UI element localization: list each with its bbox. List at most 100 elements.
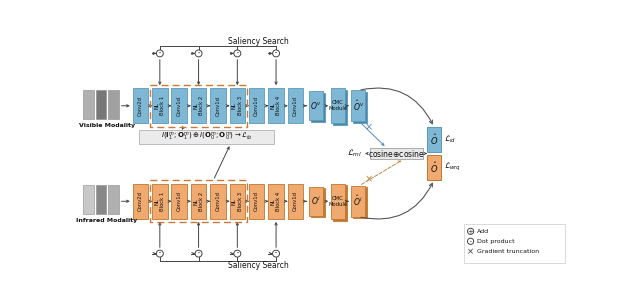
Text: $\mathcal{L}_{wrq}$: $\mathcal{L}_{wrq}$ xyxy=(444,161,461,173)
Text: NL
Block 3: NL Block 3 xyxy=(232,192,243,211)
Text: +: + xyxy=(468,229,474,235)
Bar xyxy=(309,187,323,216)
Text: NL
Block 3: NL Block 3 xyxy=(232,96,243,115)
Bar xyxy=(108,90,119,119)
Text: Dot product: Dot product xyxy=(477,239,515,244)
Circle shape xyxy=(234,250,241,257)
Text: $\mathcal{L}_{id}$: $\mathcal{L}_{id}$ xyxy=(444,134,456,145)
Text: Conv1d: Conv1d xyxy=(254,96,259,116)
Text: NL
Block 2: NL Block 2 xyxy=(193,192,204,211)
Bar xyxy=(191,88,206,123)
Bar xyxy=(333,185,347,220)
Text: $O^i$: $O^i$ xyxy=(311,195,321,207)
Bar xyxy=(428,155,441,180)
Circle shape xyxy=(195,250,202,257)
Bar xyxy=(249,184,264,219)
Bar xyxy=(333,90,347,125)
Bar xyxy=(370,148,422,159)
Bar xyxy=(288,88,303,123)
Bar xyxy=(132,184,148,219)
Text: ×: × xyxy=(364,175,372,185)
Bar xyxy=(268,88,284,123)
Bar xyxy=(311,188,325,217)
Bar xyxy=(152,184,168,219)
Text: ·: · xyxy=(274,47,278,60)
Circle shape xyxy=(195,50,202,57)
Text: Gradient truncation: Gradient truncation xyxy=(477,249,539,254)
Text: $I(\mathbf{I}_1^m;\mathbf{O}_1^m)\oplus I(\mathbf{O}_0^m;\mathbf{O}_0^m)\rightar: $I(\mathbf{I}_1^m;\mathbf{O}_1^m)\oplus … xyxy=(161,131,252,143)
Bar xyxy=(268,184,284,219)
Text: Conv1d: Conv1d xyxy=(293,96,298,116)
Circle shape xyxy=(467,228,474,234)
Text: NL
Block 4: NL Block 4 xyxy=(271,192,282,211)
Text: $\hat{O}$: $\hat{O}$ xyxy=(430,160,438,175)
Bar xyxy=(108,185,119,214)
Text: ·: · xyxy=(236,47,239,60)
Bar xyxy=(150,85,248,126)
Text: Saliency Search: Saliency Search xyxy=(228,261,289,270)
Text: ·: · xyxy=(274,247,278,261)
Text: ·: · xyxy=(158,247,162,261)
Text: Conv1d: Conv1d xyxy=(177,96,182,116)
Bar xyxy=(172,184,187,219)
Bar xyxy=(353,92,367,123)
Circle shape xyxy=(234,50,241,57)
Text: Conv1d: Conv1d xyxy=(177,191,182,211)
Text: Conv2d: Conv2d xyxy=(138,96,143,116)
Bar xyxy=(150,181,248,222)
Bar xyxy=(249,88,264,123)
Text: NL
Block 4: NL Block 4 xyxy=(271,96,282,116)
FancyArrowPatch shape xyxy=(361,183,433,219)
Circle shape xyxy=(273,250,280,257)
Bar xyxy=(210,184,226,219)
Text: Add: Add xyxy=(477,229,489,234)
Circle shape xyxy=(156,250,163,257)
Bar xyxy=(210,88,226,123)
Bar xyxy=(152,88,168,123)
Text: Infrared Modality: Infrared Modality xyxy=(77,218,138,223)
Bar xyxy=(230,184,245,219)
Bar xyxy=(465,224,565,263)
Text: CMC
Module: CMC Module xyxy=(328,196,348,207)
Bar xyxy=(311,93,325,122)
Text: ·: · xyxy=(196,247,200,261)
Text: $\hat{O}^v$: $\hat{O}^v$ xyxy=(353,98,364,113)
Circle shape xyxy=(467,238,474,244)
Text: Conv2d: Conv2d xyxy=(138,191,143,211)
Bar xyxy=(83,90,94,119)
Text: $\mathcal{L}_{ml}$: $\mathcal{L}_{ml}$ xyxy=(347,148,362,159)
Text: Conv1d: Conv1d xyxy=(216,191,220,211)
Bar xyxy=(95,185,106,214)
Text: Visible Modality: Visible Modality xyxy=(79,123,135,128)
Text: ×: × xyxy=(467,247,474,256)
Bar xyxy=(132,88,148,123)
Text: NL
Block 1: NL Block 1 xyxy=(154,96,165,116)
Text: ·: · xyxy=(196,47,200,60)
Text: $O^v$: $O^v$ xyxy=(310,100,323,111)
Text: Conv1d: Conv1d xyxy=(254,191,259,211)
Text: Saliency Search: Saliency Search xyxy=(228,37,289,47)
Text: ·: · xyxy=(236,247,239,261)
Bar xyxy=(351,186,365,217)
Text: $\hat{O}^i$: $\hat{O}^i$ xyxy=(353,194,363,209)
FancyArrowPatch shape xyxy=(361,88,433,124)
Bar xyxy=(191,184,206,219)
Bar xyxy=(309,91,323,120)
Text: ·: · xyxy=(158,47,162,60)
Circle shape xyxy=(156,50,163,57)
Bar xyxy=(172,88,187,123)
Bar xyxy=(331,184,345,219)
Text: NL
Block 2: NL Block 2 xyxy=(193,96,204,116)
Bar xyxy=(428,127,441,152)
Text: ·: · xyxy=(468,237,472,247)
Bar xyxy=(230,88,245,123)
Bar xyxy=(95,90,106,119)
Bar xyxy=(83,185,94,214)
Text: ×: × xyxy=(364,122,372,132)
Bar xyxy=(138,130,274,143)
Circle shape xyxy=(273,50,280,57)
Text: NL
Block 1: NL Block 1 xyxy=(154,192,165,211)
Text: Conv1d: Conv1d xyxy=(293,191,298,211)
Text: cosine$\oplus$cosine: cosine$\oplus$cosine xyxy=(368,148,425,159)
Bar xyxy=(353,187,367,218)
